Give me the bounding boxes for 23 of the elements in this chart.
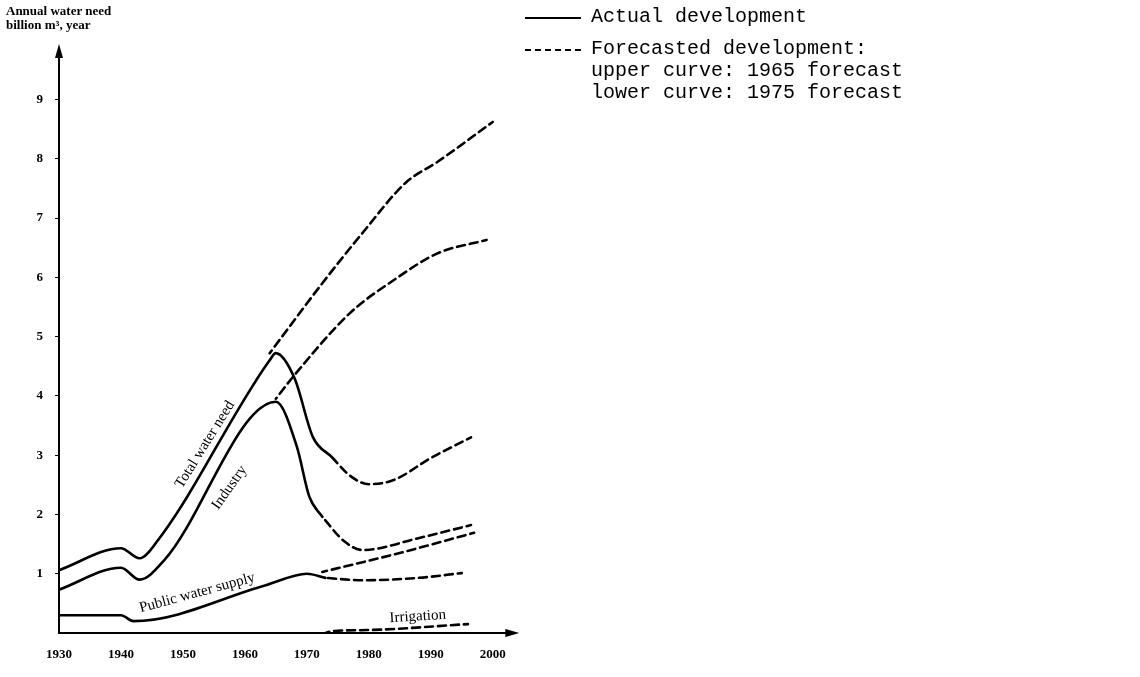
y-tick-label: 4 [36,387,44,403]
y-tick-label: 5 [36,327,44,343]
y-tick-label: 1 [36,565,43,581]
y-tick-label: 2 [36,505,43,521]
text: Forecasted development: upper curve: 1965 forecast lower curve: 1975 forecast [591,37,904,104]
y-tick-label: 6 [36,268,44,284]
x-tick-label: 1960 [231,646,258,662]
x-tick-label: 2000 [479,646,506,662]
x-tick-label: 1940 [107,646,134,662]
x-tick-label: 1990 [417,646,444,662]
y-tick-label: 9 [36,90,44,106]
text: Public water supply [137,568,257,616]
y-tick-label: 3 [36,446,44,462]
line-series [268,120,495,355]
text: Actual development [591,5,808,28]
x-tick-label: 1930 [46,646,72,662]
y-tick-label: 7 [36,209,44,225]
y-axis-title: Annual water need billion m³, year [6,3,112,32]
x-tick-label: 1970 [293,646,320,662]
x-tick-label: 1980 [355,646,382,662]
y-tick-label: 8 [36,150,44,166]
x-tick-label: 1950 [169,646,196,662]
series-label: Irrigation [388,605,447,626]
